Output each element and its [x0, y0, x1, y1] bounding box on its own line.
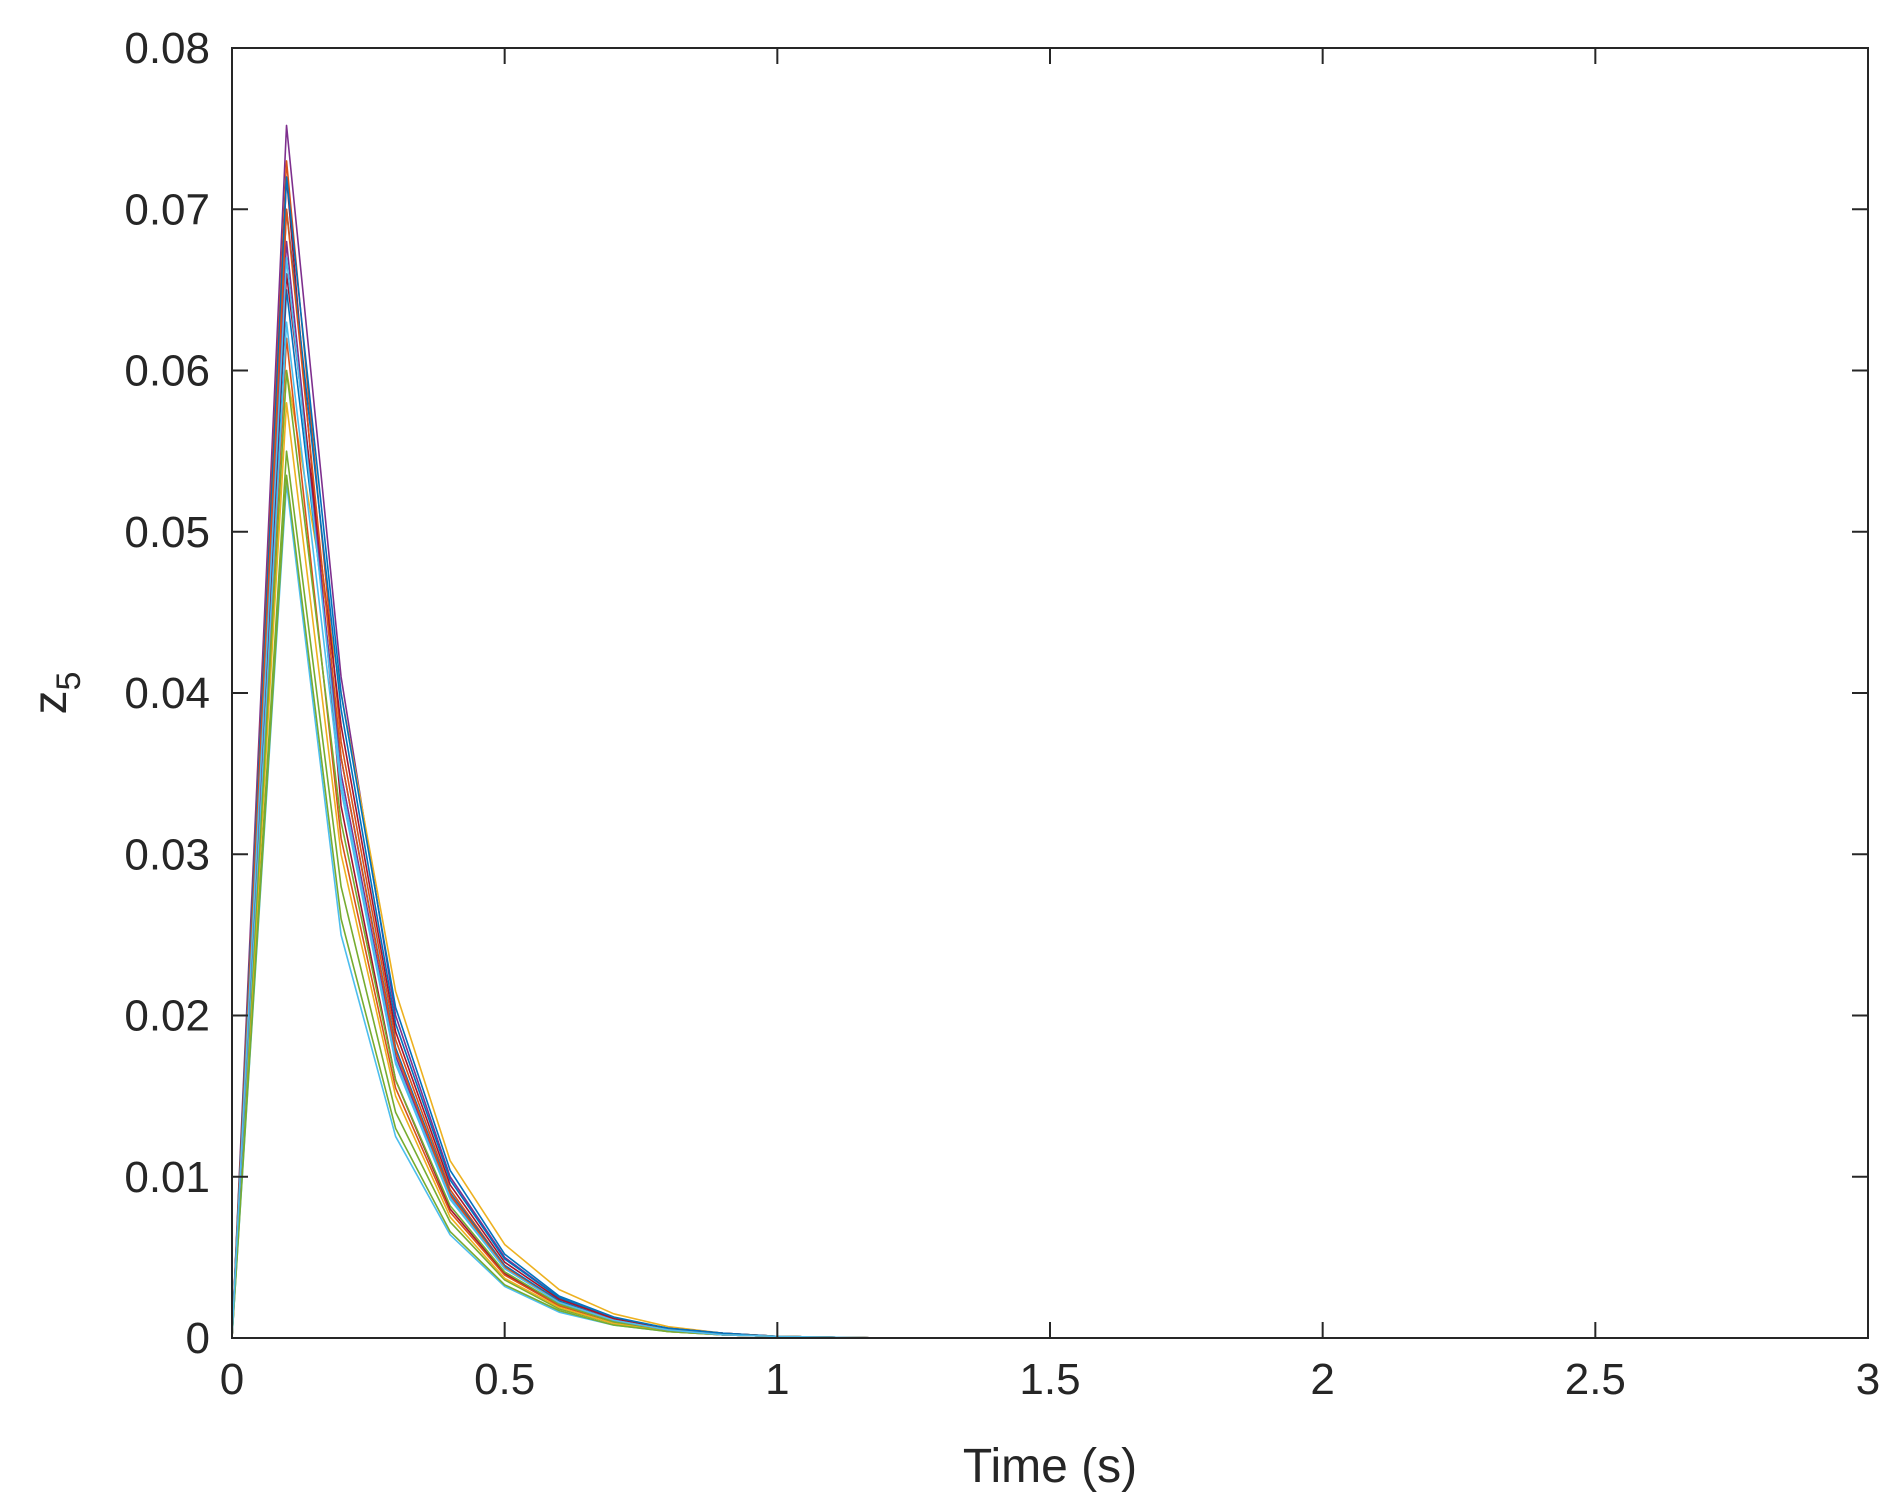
x-tick-label: 2 — [1310, 1355, 1334, 1404]
y-tick-label: 0.03 — [124, 830, 210, 879]
x-tick-label: 1.5 — [1019, 1355, 1080, 1404]
x-tick-label: 0.5 — [474, 1355, 535, 1404]
y-tick-label: 0 — [186, 1314, 210, 1363]
x-axis-label: Time (s) — [963, 1440, 1137, 1493]
y-axis-label-subscript: 5 — [50, 672, 88, 691]
x-tick-label: 3 — [1856, 1355, 1880, 1404]
y-tick-label: 0.04 — [124, 669, 210, 718]
y-tick-label: 0.05 — [124, 508, 210, 557]
y-tick-label: 0.01 — [124, 1153, 210, 1202]
y-tick-label: 0.07 — [124, 185, 210, 234]
y-axis-label-main: z — [24, 690, 77, 714]
y-tick-label: 0.08 — [124, 24, 210, 73]
y-tick-label: 0.06 — [124, 347, 210, 396]
x-tick-label: 2.5 — [1565, 1355, 1626, 1404]
y-axis-label-group: z5 — [24, 672, 88, 715]
axes-frame — [231, 47, 1869, 1339]
y-tick-label: 0.02 — [124, 992, 210, 1041]
x-tick-label: 1 — [765, 1355, 789, 1404]
y-axis-label: z5 — [24, 672, 88, 715]
x-tick-label: 0 — [220, 1355, 244, 1404]
plot-area — [232, 48, 1868, 1338]
axis-ticks: 0 0.5 1 1.5 2 2.5 3 0 0.01 0.02 0.03 0.04 0.05 0.06 0.… — [124, 24, 1880, 1404]
